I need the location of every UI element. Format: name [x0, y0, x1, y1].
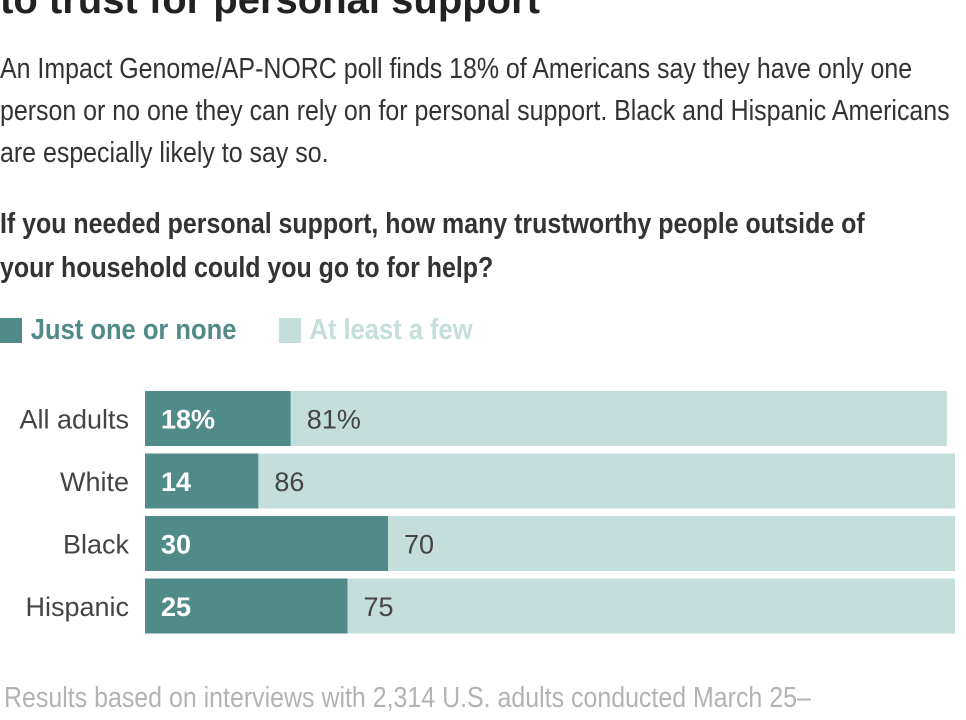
category-label-hispanic: Hispanic [25, 592, 129, 622]
chart-subtitle: An Impact Genome/AP-NORC poll finds 18% … [0, 53, 950, 169]
legend-swatch-at-least-a-few [278, 317, 301, 343]
chart-legend: Just one or none At least a few [0, 313, 515, 347]
data-label-at-least-a-few-all-adults: 81% [307, 405, 361, 435]
legend-item-at-least-a-few: At least a few [278, 313, 473, 347]
data-label-just-one-or-none-black: 30 [161, 530, 191, 560]
legend-item-just-one-or-none: Just one or none [0, 314, 236, 347]
chart-title: to trust for personal support [0, 0, 540, 22]
bar-just-one-or-none-white [145, 453, 259, 509]
data-label-just-one-or-none-hispanic: 25 [161, 592, 191, 622]
legend-label-at-least-a-few: At least a few [309, 313, 473, 346]
footnote: Results based on interviews with 2,314 U… [4, 682, 811, 714]
survey-question: If you needed personal support, how many… [0, 208, 865, 284]
legend-label-just-one-or-none: Just one or none [30, 313, 237, 346]
legend-swatch-just-one-or-none [0, 317, 22, 343]
category-label-all-adults: All adults [19, 405, 129, 435]
data-label-at-least-a-few-white: 86 [274, 467, 304, 497]
stacked-bar-chart: All adults 18% 81% White 14 86 Black 30 70 Hispan… [19, 391, 955, 634]
category-label-white: White [60, 467, 129, 497]
bar-at-least-a-few-white [258, 453, 955, 509]
bar-at-least-a-few-all-adults [290, 391, 947, 446]
data-label-just-one-or-none-all-adults: 18% [161, 405, 215, 435]
bar-just-one-or-none-black [145, 516, 388, 571]
category-label-black: Black [63, 530, 130, 560]
bar-at-least-a-few-black [388, 516, 955, 571]
data-label-just-one-or-none-white: 14 [161, 467, 191, 497]
bar-just-one-or-none-all-adults [145, 391, 291, 446]
data-label-at-least-a-few-hispanic: 75 [364, 592, 394, 622]
bar-at-least-a-few-hispanic [347, 578, 955, 634]
bar-just-one-or-none-hispanic [145, 578, 348, 634]
data-label-at-least-a-few-black: 70 [404, 530, 434, 560]
